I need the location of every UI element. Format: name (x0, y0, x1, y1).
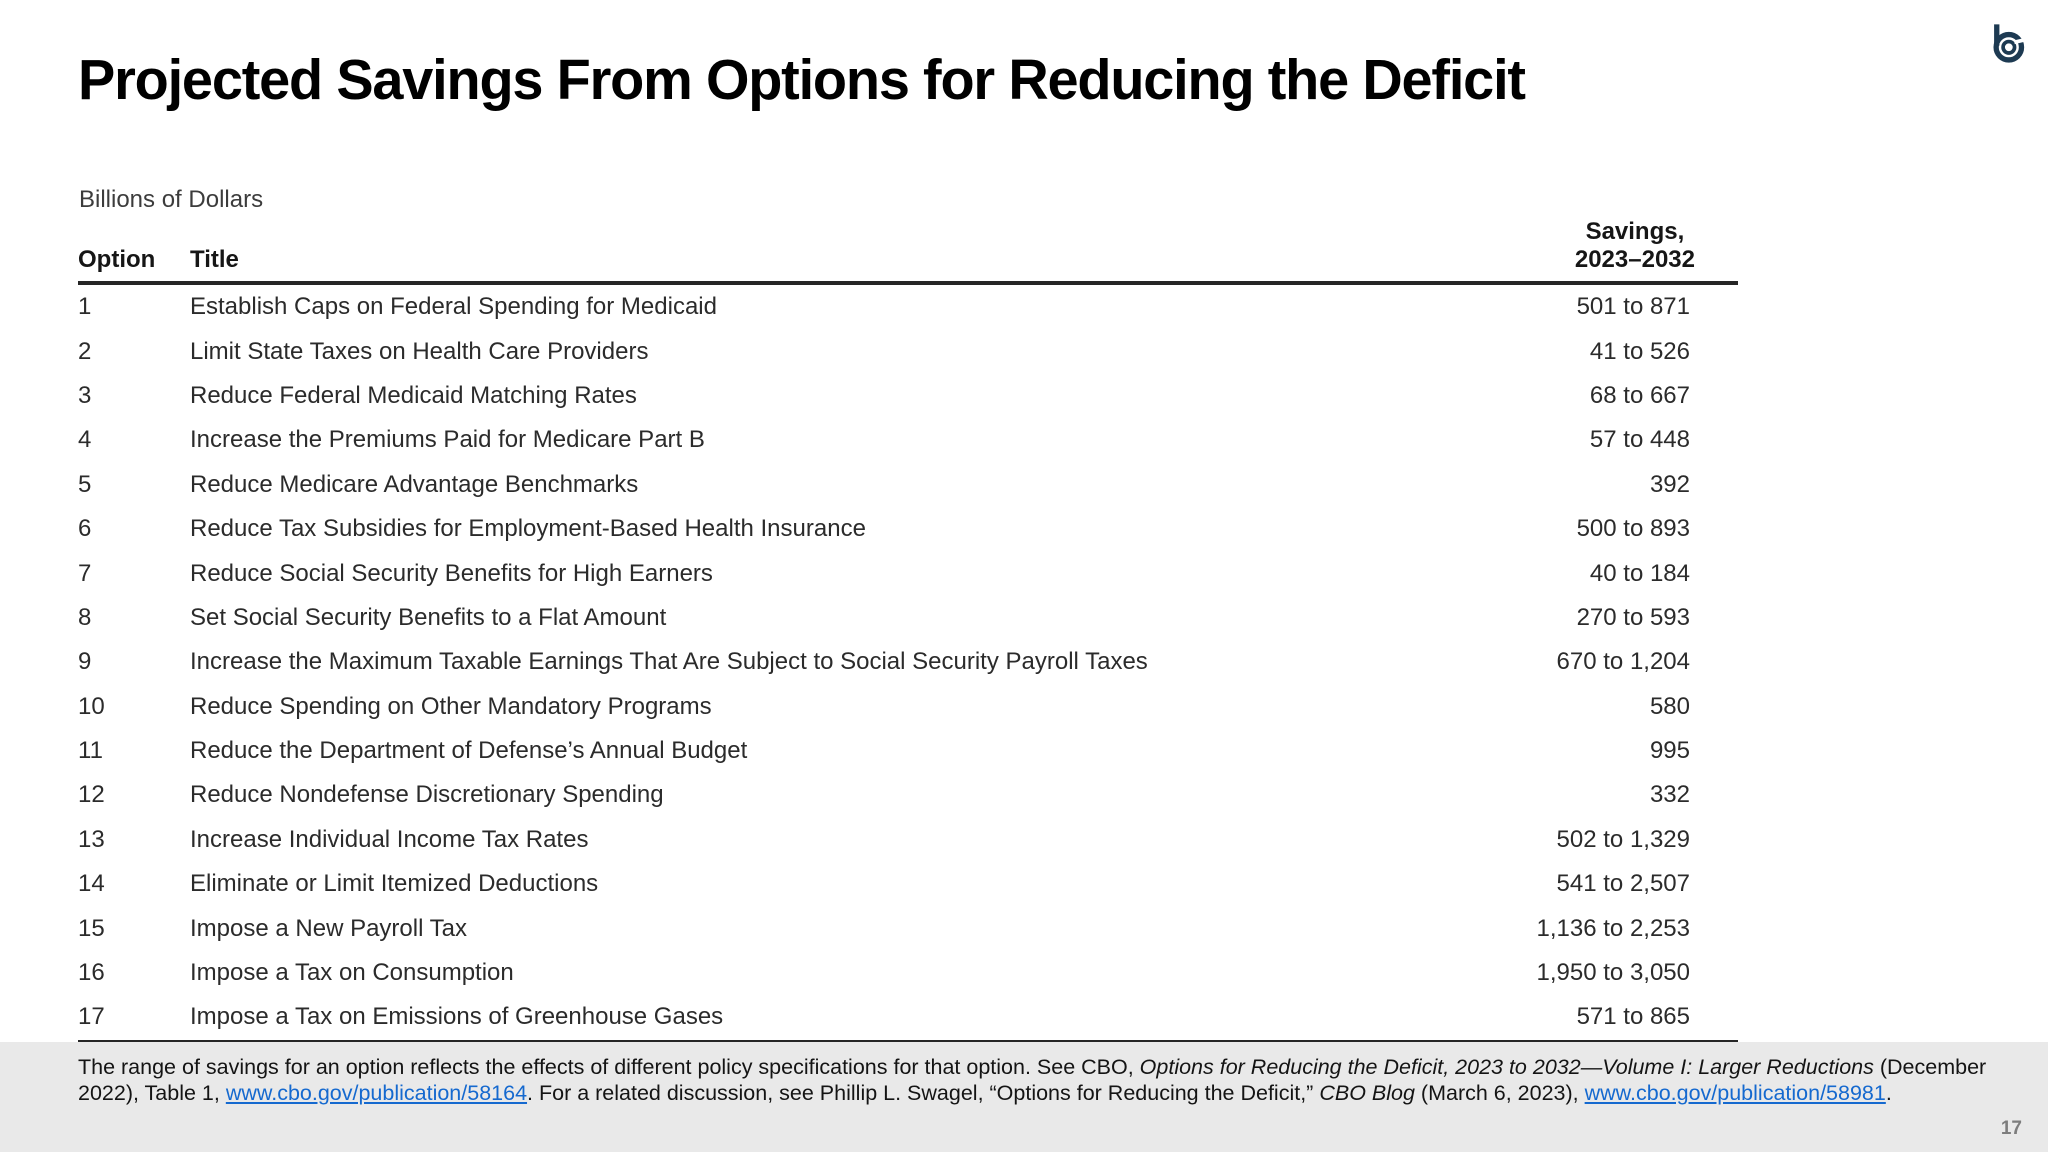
table-row: 12 Reduce Nondefense Discretionary Spendi… (78, 773, 1738, 817)
table-row: 10 Reduce Spending on Other Mandatory Pro… (78, 685, 1738, 729)
savings-cell: 541 to 2,507 (1556, 870, 1690, 898)
option-cell: 14 (78, 870, 105, 898)
footnote-italic-text: CBO Blog (1319, 1081, 1415, 1105)
option-cell: 7 (78, 559, 92, 587)
footnote-link[interactable]: www.cbo.gov/publication/58164 (225, 1081, 528, 1105)
table-row: 5 Reduce Medicare Advantage Benchmarks 392 (78, 463, 1738, 507)
option-cell: 17 (78, 1003, 105, 1031)
footnote-text: The range of savings for an option refle… (78, 1055, 1140, 1079)
footnote-text: (December 2022), Table 1, (78, 1055, 1987, 1105)
footnote: The range of savings for an option refle… (78, 1054, 1990, 1106)
savings-cell: 500 to 893 (1576, 515, 1690, 543)
table-row: 14 Eliminate or Limit Itemized Deductions… (78, 862, 1738, 906)
footnote-italic-text: Options for Reducing the Deficit, 2023 t… (1139, 1055, 1874, 1079)
savings-cell: 571 to 865 (1576, 1003, 1690, 1031)
option-cell: 4 (78, 426, 92, 454)
title-cell: Increase the Maximum Taxable Earnings Th… (190, 648, 1148, 676)
column-header-savings: Savings, 2023–2032 (1408, 218, 1738, 274)
savings-cell: 580 (1649, 692, 1690, 720)
table-row: 3 Reduce Federal Medicaid Matching Rates 6… (78, 374, 1738, 418)
title-cell: Reduce Medicare Advantage Benchmarks (190, 470, 639, 498)
footnote-text: (March 6, 2023), (1414, 1081, 1585, 1105)
table-row: 8 Set Social Security Benefits to a Flat … (78, 596, 1738, 640)
title-cell: Impose a Tax on Consumption (190, 959, 514, 987)
table-body: 1 Establish Caps on Federal Spending for … (78, 285, 1738, 1044)
savings-cell: 502 to 1,329 (1556, 825, 1690, 853)
option-cell: 3 (78, 381, 92, 409)
page-number: 17 (2000, 1118, 2022, 1139)
table-row: 16 Impose a Tax on Consumption 1,950 to 3,… (78, 951, 1738, 995)
table-row: 9 Increase the Maximum Taxable Earnings T… (78, 640, 1738, 684)
savings-cell: 501 to 871 (1576, 293, 1690, 321)
table-row: 1 Establish Caps on Federal Spending for … (78, 285, 1738, 329)
table-row: 4 Increase the Premiums Paid for Medicare… (78, 418, 1738, 462)
table-row: 7 Reduce Social Security Benefits for Hig… (78, 551, 1738, 595)
savings-cell: 68 to 667 (1589, 381, 1690, 409)
footer-band: The range of savings for an option refle… (0, 1042, 2048, 1152)
column-header-title: Title (190, 246, 239, 273)
table-row: 11 Reduce the Department of Defense’s Ann… (78, 729, 1738, 773)
title-cell: Reduce Federal Medicaid Matching Rates (190, 381, 637, 409)
table-row: 2 Limit State Taxes on Health Care Provid… (78, 329, 1738, 373)
savings-cell: 1,136 to 2,253 (1536, 914, 1690, 942)
savings-cell: 995 (1649, 737, 1690, 765)
savings-cell: 332 (1649, 781, 1690, 809)
title-cell: Reduce Tax Subsidies for Employment-Base… (190, 515, 866, 543)
table-row: 17 Impose a Tax on Emissions of Greenhous… (78, 995, 1738, 1039)
option-cell: 13 (78, 825, 105, 853)
option-cell: 10 (78, 692, 105, 720)
savings-cell: 392 (1649, 470, 1690, 498)
option-cell: 6 (78, 515, 92, 543)
title-cell: Impose a New Payroll Tax (190, 914, 468, 942)
savings-cell: 57 to 448 (1589, 426, 1690, 454)
title-cell: Set Social Security Benefits to a Flat A… (190, 603, 667, 631)
savings-cell: 1,950 to 3,050 (1536, 959, 1690, 987)
title-cell: Reduce Social Security Benefits for High… (190, 559, 713, 587)
title-cell: Establish Caps on Federal Spending for M… (190, 293, 717, 321)
option-cell: 5 (78, 470, 92, 498)
title-cell: Impose a Tax on Emissions of Greenhouse … (190, 1003, 724, 1031)
option-cell: 9 (78, 648, 92, 676)
option-cell: 12 (78, 781, 105, 809)
footnote-text: . (1885, 1081, 1892, 1105)
table-header-row: Option Title Savings, 2023–2032 (78, 218, 1738, 285)
option-cell: 8 (78, 603, 92, 631)
table-row: 13 Increase Individual Income Tax Rates 50… (78, 818, 1738, 862)
option-cell: 2 (78, 337, 92, 365)
title-cell: Limit State Taxes on Health Care Provide… (190, 337, 649, 365)
savings-table: Option Title Savings, 2023–2032 1 Establi… (78, 218, 1738, 1044)
savings-header-line2: 2023–2032 (1574, 246, 1695, 273)
title-cell: Reduce Nondefense Discretionary Spending (190, 781, 664, 809)
footnote-text: . For a related discussion, see Phillip … (527, 1081, 1320, 1105)
option-cell: 15 (78, 914, 105, 942)
option-cell: 1 (78, 293, 92, 321)
savings-cell: 41 to 526 (1589, 337, 1690, 365)
title-cell: Increase the Premiums Paid for Medicare … (190, 426, 705, 454)
title-cell: Reduce Spending on Other Mandatory Progr… (190, 692, 712, 720)
option-cell: 11 (78, 737, 103, 765)
savings-header-line1: Savings, (1585, 218, 1685, 245)
footnote-link[interactable]: www.cbo.gov/publication/58981 (1584, 1081, 1886, 1105)
table-unit-label: Billions of Dollars (79, 186, 264, 213)
option-cell: 16 (78, 959, 105, 987)
title-cell: Increase Individual Income Tax Rates (190, 825, 589, 853)
title-cell: Reduce the Department of Defense’s Annua… (190, 737, 748, 765)
title-cell: Eliminate or Limit Itemized Deductions (190, 870, 599, 898)
cbo-logo-icon (1990, 22, 2026, 66)
savings-cell: 270 to 593 (1576, 603, 1690, 631)
table-row: 15 Impose a New Payroll Tax 1,136 to 2,253 (78, 906, 1738, 950)
table-row: 6 Reduce Tax Subsidies for Employment-Bas… (78, 507, 1738, 551)
savings-cell: 40 to 184 (1589, 559, 1690, 587)
savings-cell: 670 to 1,204 (1556, 648, 1690, 676)
column-header-option: Option (78, 246, 156, 273)
page-title: Projected Savings From Options for Reduc… (78, 48, 1526, 112)
